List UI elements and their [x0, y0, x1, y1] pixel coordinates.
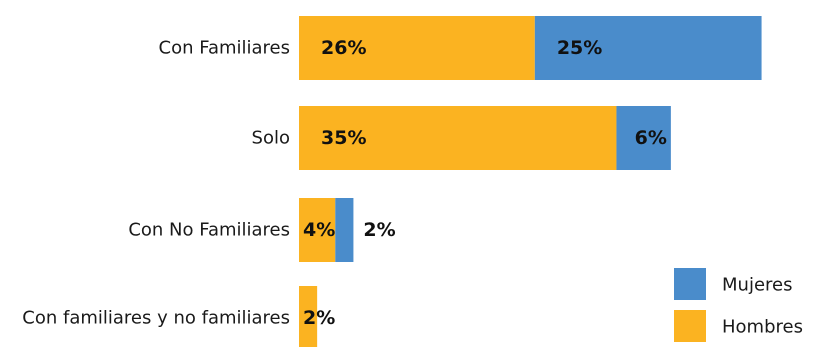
bar-hombres-con-no-familiares — [299, 198, 336, 262]
legend-label-mujeres: Mujeres — [722, 275, 792, 296]
data-label-hombres-solo: 35% — [321, 127, 366, 149]
data-label-mujeres-con-no-familiares: 2% — [363, 219, 395, 241]
category-label-con-familiares: Con Familiares — [159, 38, 290, 59]
data-label-hombres-con-familiares-y-no-familiares: 2% — [303, 307, 335, 329]
data-label-hombres-con-familiares: 26% — [321, 37, 366, 59]
bar-hombres-con-familiares-y-no-familiares — [299, 286, 318, 347]
legend-swatch-hombres — [674, 310, 706, 342]
bar-hombres-con-familiares — [299, 16, 535, 80]
data-label-hombres-con-no-familiares: 4% — [303, 219, 335, 241]
bars-group — [299, 16, 762, 347]
legend-swatch-mujeres — [674, 268, 706, 300]
bar-mujeres-con-no-familiares — [335, 198, 354, 262]
legend-label-hombres: Hombres — [722, 317, 803, 338]
data-labels: 26% 25% 35% 6% 4% 2% 2% — [303, 37, 667, 329]
category-label-solo: Solo — [252, 128, 290, 149]
category-labels: Con Familiares Solo Con No Familiares Con f… — [22, 38, 290, 329]
bar-mujeres-con-familiares — [534, 16, 762, 80]
category-label-con-no-familiares: Con No Familiares — [128, 220, 290, 241]
data-label-mujeres-con-familiares: 25% — [557, 37, 602, 59]
category-label-con-familiares-y-no-familiares: Con familiares y no familiares — [22, 308, 290, 329]
bar-hombres-solo — [299, 106, 617, 170]
data-label-mujeres-solo: 6% — [635, 127, 667, 149]
bar-mujeres-solo — [616, 106, 671, 170]
legend: Mujeres Hombres — [674, 268, 803, 342]
